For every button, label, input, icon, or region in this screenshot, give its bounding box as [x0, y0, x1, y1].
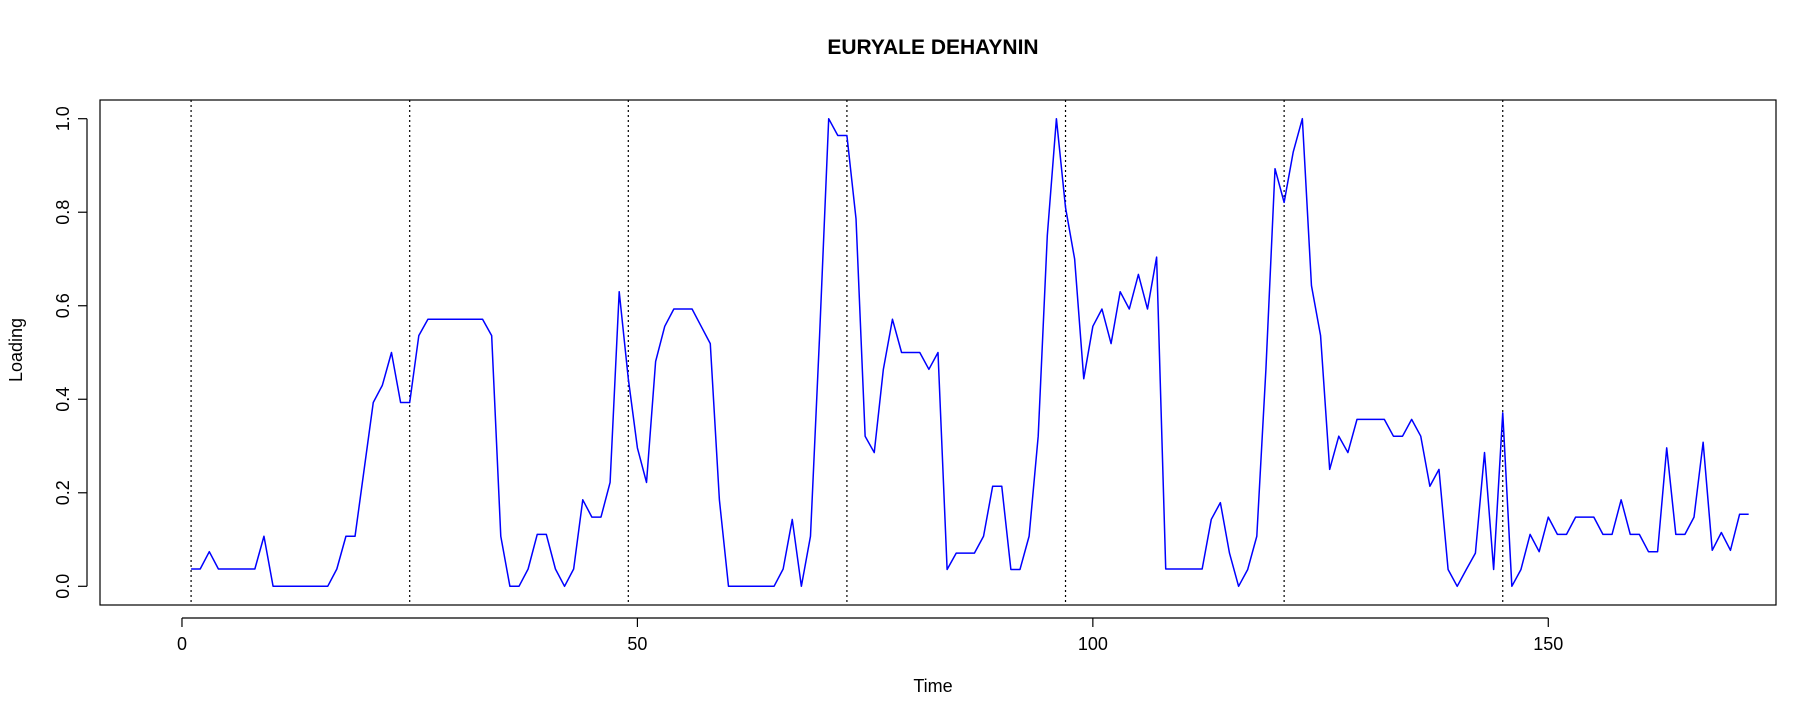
y-tick-label: 1.0	[53, 106, 73, 131]
y-axis: 0.0 0.2 0.4 0.6 0.8 1.0	[53, 106, 88, 599]
series-layer	[191, 117, 1749, 588]
x-tick-label: 100	[1078, 634, 1108, 654]
series-line	[191, 117, 1749, 588]
chart-title: EURYALE DEHAYNIN	[827, 36, 1038, 59]
x-tick-label: 0	[177, 634, 187, 654]
y-tick-label: 0.4	[53, 387, 73, 412]
x-axis-label: Time	[913, 676, 952, 696]
x-tick-label: 150	[1533, 634, 1563, 654]
vertical-reference-lines	[190, 100, 1504, 605]
y-axis-label: Loading	[6, 318, 26, 382]
x-axis: 0 50 100 150	[177, 617, 1563, 654]
x-tick-label: 50	[627, 634, 647, 654]
y-tick-label: 0.2	[53, 480, 73, 505]
y-tick-label: 0.8	[53, 200, 73, 225]
y-tick-label: 0.6	[53, 293, 73, 318]
y-tick-label: 0.0	[53, 574, 73, 599]
plot-frame	[99, 99, 1777, 606]
